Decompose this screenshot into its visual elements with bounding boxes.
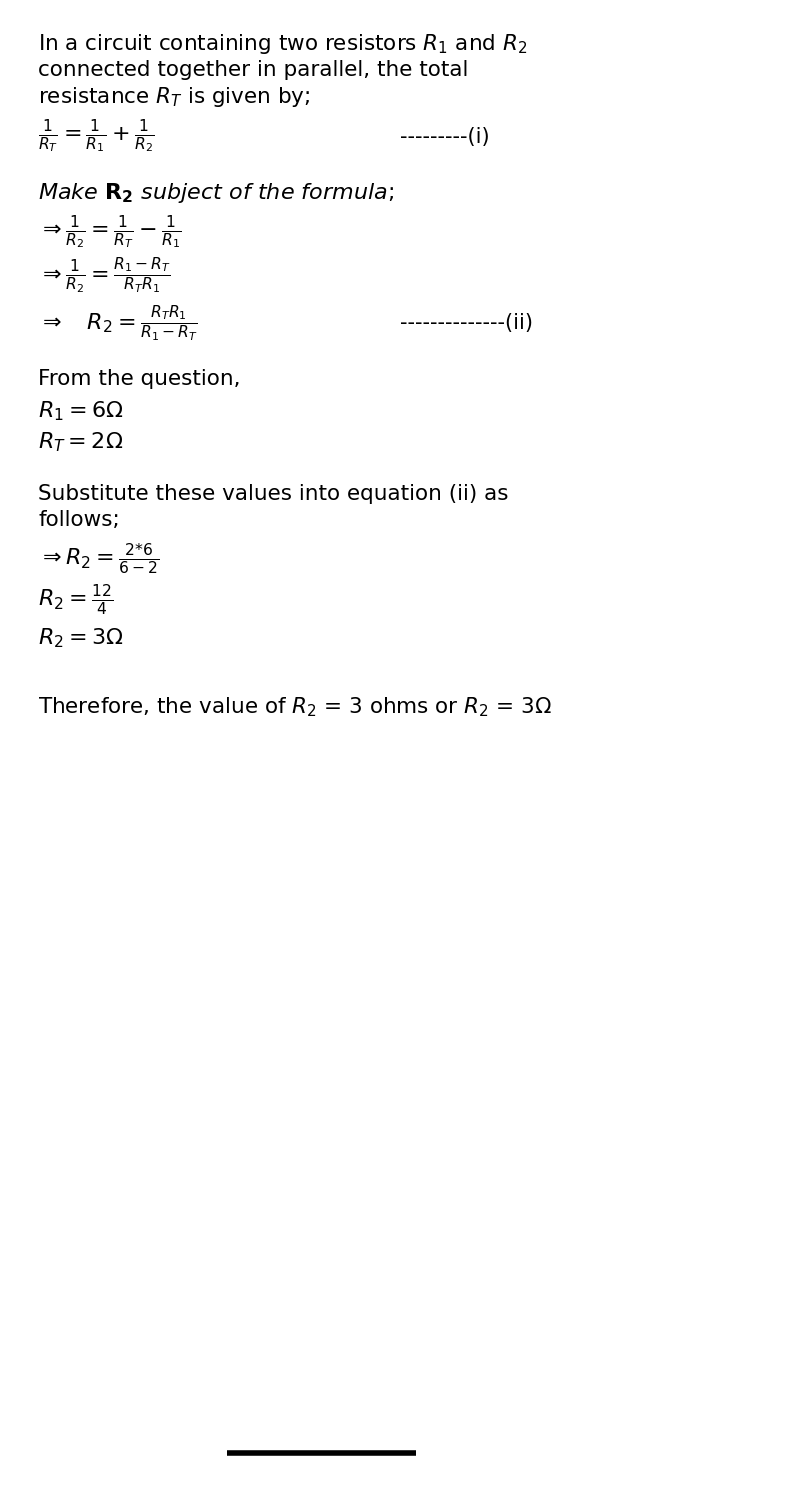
Text: resistance $R_T$ is given by;: resistance $R_T$ is given by; — [38, 85, 310, 109]
Text: --------------(ii): --------------(ii) — [400, 313, 533, 332]
Text: $\Rightarrow R_2 = \frac{2{*}6}{6-2}$: $\Rightarrow R_2 = \frac{2{*}6}{6-2}$ — [38, 541, 160, 576]
Text: follows;: follows; — [38, 511, 120, 530]
Text: $R_T = 2\Omega$: $R_T = 2\Omega$ — [38, 430, 123, 454]
Text: ---------(i): ---------(i) — [400, 127, 490, 147]
Text: From the question,: From the question, — [38, 369, 241, 389]
Text: Substitute these values into equation (ii) as: Substitute these values into equation (i… — [38, 484, 509, 503]
Text: connected together in parallel, the total: connected together in parallel, the tota… — [38, 61, 469, 80]
Text: Therefore, the value of $R_2$ = 3 ohms or $R_2$ = 3$\Omega$: Therefore, the value of $R_2$ = 3 ohms o… — [38, 695, 552, 719]
Text: $\frac{1}{R_T} = \frac{1}{R_1} + \frac{1}{R_2}$: $\frac{1}{R_T} = \frac{1}{R_1} + \frac{1… — [38, 118, 155, 155]
Text: $\Rightarrow \quad R_2 = \frac{R_T R_1}{R_1 - R_T}$: $\Rightarrow \quad R_2 = \frac{R_T R_1}{… — [38, 302, 198, 342]
Text: $R_2 = \frac{12}{4}$: $R_2 = \frac{12}{4}$ — [38, 582, 114, 618]
Text: $\Rightarrow \frac{1}{R_2} = \frac{1}{R_T} - \frac{1}{R_1}$: $\Rightarrow \frac{1}{R_2} = \frac{1}{R_… — [38, 214, 182, 252]
Text: $\Rightarrow \frac{1}{R_2} = \frac{R_1 - R_T}{R_T R_1}$: $\Rightarrow \frac{1}{R_2} = \frac{R_1 -… — [38, 256, 171, 295]
Text: $\mathbf{\it{Make}}\ \mathbf{R_2}\ \mathbf{\it{subject\ of\ the\ formula;}}$: $\mathbf{\it{Make}}\ \mathbf{R_2}\ \math… — [38, 180, 394, 205]
Text: $R_1 = 6\Omega$: $R_1 = 6\Omega$ — [38, 399, 124, 423]
Text: $R_2 = 3\Omega$: $R_2 = 3\Omega$ — [38, 627, 124, 651]
Text: In a circuit containing two resistors $R_1$ and $R_2$: In a circuit containing two resistors $R… — [38, 31, 528, 55]
